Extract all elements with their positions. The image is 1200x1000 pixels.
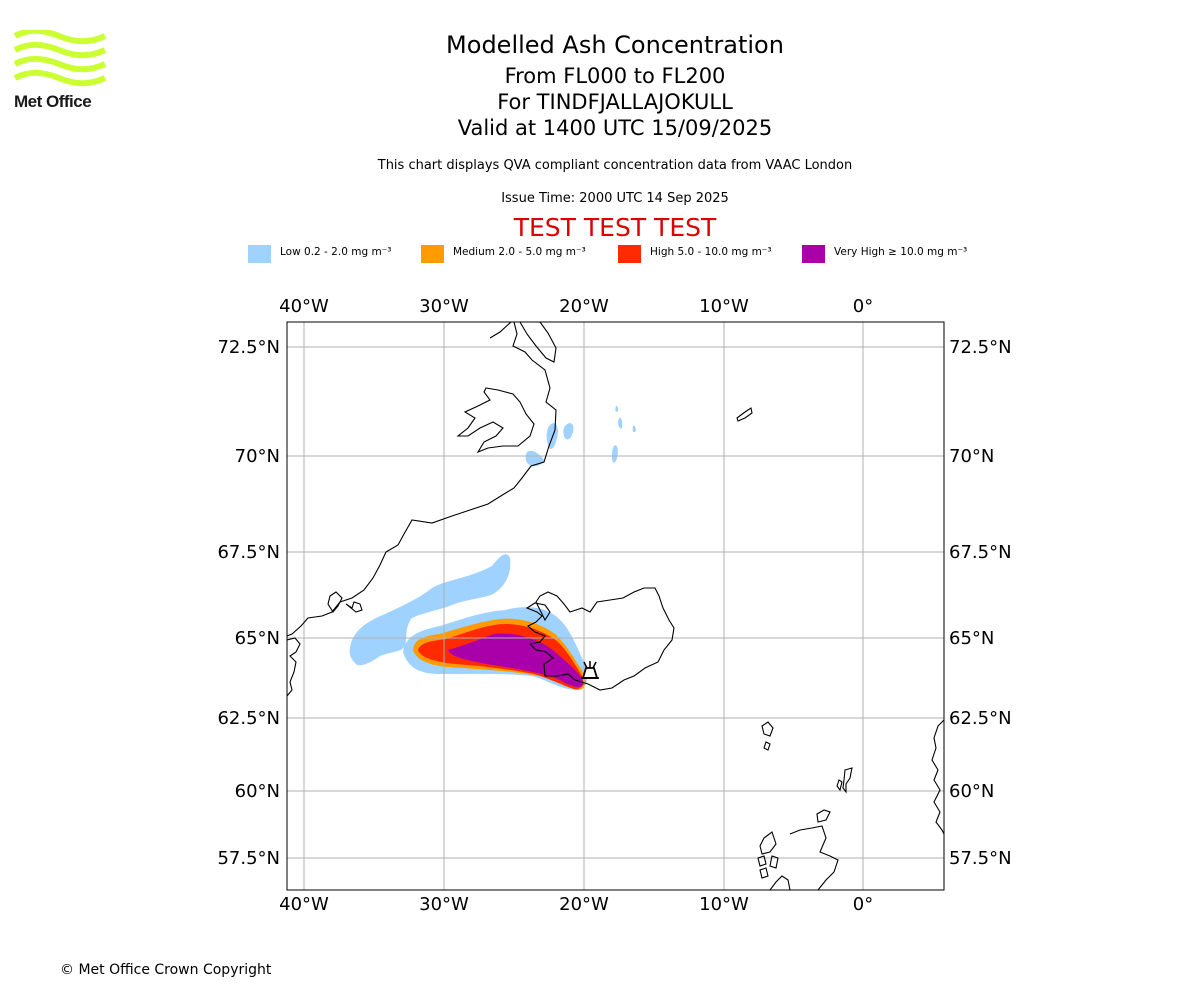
lat-tick-left: 62.5°N xyxy=(217,708,280,729)
lat-tick-right: 62.5°N xyxy=(949,708,1012,729)
issue-time: Issue Time: 2000 UTC 14 Sep 2025 xyxy=(501,191,729,206)
faroes-coastline xyxy=(761,721,774,751)
lat-tick-right: 60°N xyxy=(949,781,994,802)
norway-coastline xyxy=(931,719,944,835)
map-frame xyxy=(286,321,945,891)
logo-text: Met Office xyxy=(14,92,92,111)
lat-tick-right: 70°N xyxy=(949,446,994,467)
graticule xyxy=(287,322,944,890)
lat-tick-left: 72.5°N xyxy=(217,337,280,358)
lat-tick-left: 67.5°N xyxy=(217,542,280,563)
lat-tick-left: 70°N xyxy=(235,446,280,467)
lon-tick-top: 30°W xyxy=(419,296,469,317)
copyright: © Met Office Crown Copyright xyxy=(60,962,272,978)
ash-very-high-area xyxy=(448,633,584,687)
chart-title: Modelled Ash Concentration xyxy=(446,31,784,59)
lon-tick-top: 40°W xyxy=(279,296,329,317)
legend-swatch-very-high xyxy=(802,245,825,263)
lat-tick-left: 57.5°N xyxy=(217,848,280,869)
met-office-logo: Met Office xyxy=(13,27,114,112)
chart-description: This chart displays QVA compliant concen… xyxy=(377,158,853,173)
lon-tick-top: 20°W xyxy=(559,296,609,317)
legend-swatch-high xyxy=(618,245,641,263)
lat-ticks-left: 72.5°N 70°N 67.5°N 65°N 62.5°N 60°N 57.5… xyxy=(217,337,280,869)
volcano-name: For TINDFJALLAJOKULL xyxy=(497,90,733,114)
lon-tick-bottom: 10°W xyxy=(699,894,749,915)
lat-tick-left: 60°N xyxy=(235,781,280,802)
legend-label-medium: Medium 2.0 - 5.0 mg m⁻³ xyxy=(453,246,586,258)
map-area xyxy=(287,322,944,890)
shetland-coastline xyxy=(842,767,853,794)
greenland-coastline xyxy=(287,322,557,637)
lat-ticks-right: 72.5°N 70°N 67.5°N 65°N 62.5°N 60°N 57.5… xyxy=(949,337,1012,869)
flight-levels: From FL000 to FL200 xyxy=(504,64,726,88)
legend-label-low: Low 0.2 - 2.0 mg m⁻³ xyxy=(280,246,392,258)
lon-tick-top: 10°W xyxy=(699,296,749,317)
volcano-icon xyxy=(581,661,599,679)
jan-mayen-coastline xyxy=(736,407,753,422)
met-office-wave-icon xyxy=(13,27,107,87)
legend-label-very-high: Very High ≥ 10.0 mg m⁻³ xyxy=(834,246,968,258)
lon-tick-top: 0° xyxy=(853,296,873,317)
legend-swatch-medium xyxy=(421,245,444,263)
test-banner: TEST TEST TEST xyxy=(513,213,717,242)
lon-tick-bottom: 0° xyxy=(853,894,873,915)
legend-label-high: High 5.0 - 10.0 mg m⁻³ xyxy=(650,246,772,258)
lon-ticks-bottom: 40°W 30°W 20°W 10°W 0° xyxy=(279,894,873,915)
iceland-coastline xyxy=(525,587,675,691)
lat-tick-right: 72.5°N xyxy=(949,337,1012,358)
legend-swatch-low xyxy=(248,245,271,263)
lat-tick-right: 65°N xyxy=(949,628,994,649)
lon-ticks-top: 40°W 30°W 20°W 10°W 0° xyxy=(279,296,873,317)
lon-tick-bottom: 40°W xyxy=(279,894,329,915)
lat-tick-left: 65°N xyxy=(235,628,280,649)
coastlines xyxy=(287,322,944,890)
scotland-coastline xyxy=(769,825,839,890)
lon-tick-bottom: 20°W xyxy=(559,894,609,915)
lat-tick-right: 57.5°N xyxy=(949,848,1012,869)
valid-time: Valid at 1400 UTC 15/09/2025 xyxy=(457,116,773,140)
lon-tick-bottom: 30°W xyxy=(419,894,469,915)
lat-tick-right: 67.5°N xyxy=(949,542,1012,563)
